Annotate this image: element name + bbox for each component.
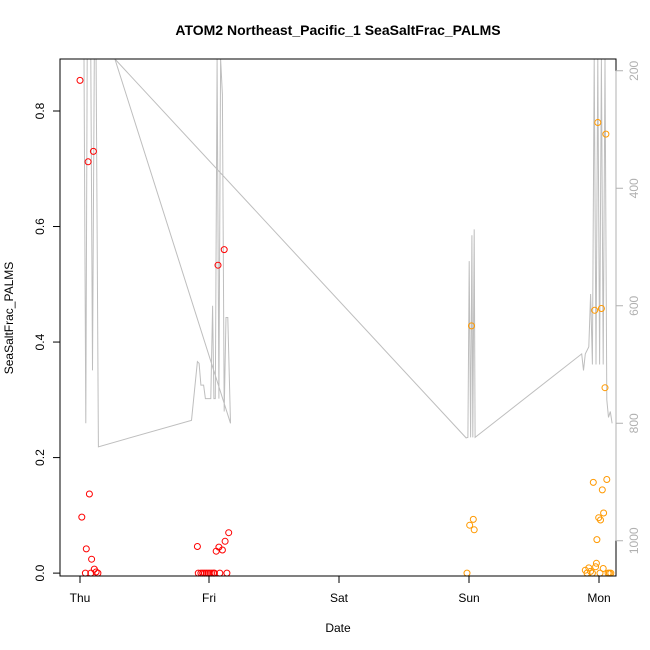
y-tick-label: 0.2	[33, 449, 47, 466]
data-point-orange	[585, 564, 593, 572]
y-tick-label: 0.8	[33, 102, 47, 119]
data-point-orange	[597, 516, 604, 524]
data-point-orange	[601, 384, 609, 392]
data-point-orange	[470, 526, 478, 534]
data-point-orange	[587, 567, 595, 575]
data-point-orange	[603, 476, 611, 483]
axes: Thu Fri Sat Sun Mon 0.0 0.2 0.4 0.6 0.8 200 400 600 8…	[33, 60, 641, 605]
data-point-red	[84, 158, 92, 166]
data-point-red	[88, 555, 96, 563]
data-point-orange	[599, 565, 607, 572]
data-point-orange	[602, 130, 610, 138]
data-point-orange	[594, 119, 602, 126]
altitude-line	[80, 59, 613, 448]
data-point-red	[221, 537, 229, 545]
data-point-red	[89, 147, 97, 155]
x-axis-label: Date	[325, 621, 351, 635]
data-point-red	[78, 513, 86, 521]
data-point-orange	[589, 478, 597, 486]
data-point-red	[92, 568, 100, 576]
data-point-orange	[595, 514, 603, 522]
y2-tick-label: 800	[627, 413, 641, 433]
y2-tick-label: 600	[627, 295, 641, 315]
data-point-orange	[592, 563, 600, 571]
data-point-red	[225, 529, 233, 537]
chart-title: ATOM2 Northeast_Pacific_1 SeaSaltFrac_PA…	[175, 22, 500, 38]
y2-tick-label: 200	[627, 60, 641, 80]
x-tick-label: Thu	[70, 591, 91, 605]
data-point-orange	[592, 559, 600, 567]
data-point-orange	[597, 305, 605, 312]
y-tick-label: 0.4	[33, 333, 47, 350]
y-tick-label: 0.6	[33, 218, 47, 235]
x-tick-label: Sat	[330, 591, 349, 605]
x-tick-label: Fri	[202, 591, 216, 605]
data-point-orange	[598, 486, 606, 494]
x-tick-label: Sun	[458, 591, 479, 605]
data-point-orange	[593, 536, 601, 544]
data-point-orange	[468, 322, 475, 330]
plot-area	[76, 59, 615, 577]
data-point-orange	[591, 306, 599, 314]
data-point-red	[214, 261, 222, 269]
x-tick-label: Mon	[587, 591, 610, 605]
y-tick-label: 0.0	[33, 564, 47, 581]
y2-tick-label: 1000	[627, 527, 641, 554]
data-point-orange	[469, 515, 477, 523]
y-axis-label: SeaSaltFrac_PALMS	[2, 262, 16, 375]
data-point-red	[76, 76, 84, 84]
data-point-orange	[600, 509, 608, 517]
data-point-red	[218, 546, 226, 554]
data-point-red	[85, 490, 93, 498]
data-point-red	[220, 246, 228, 254]
data-point-orange	[466, 521, 474, 529]
data-point-red	[82, 545, 90, 553]
y2-tick-label: 400	[627, 178, 641, 198]
data-point-red	[193, 543, 201, 550]
